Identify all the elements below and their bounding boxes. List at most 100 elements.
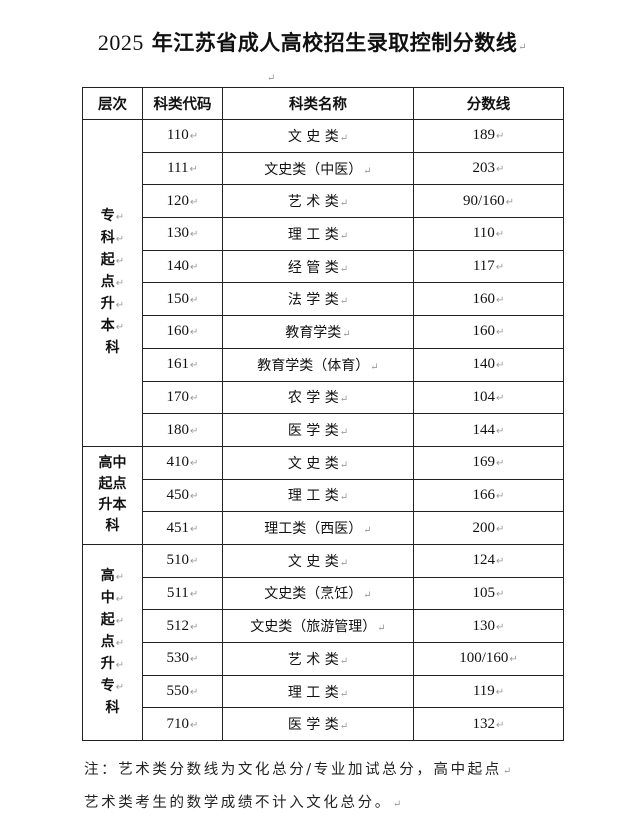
- table-row: 111 文史类（中医） 203: [83, 151, 564, 186]
- code-cell: 161: [167, 356, 199, 372]
- name-cell: 理工类（西医）: [264, 521, 371, 537]
- code-cell: 150: [167, 291, 199, 307]
- score-cell: 132: [473, 716, 505, 732]
- note-line-2: 艺术类考生的数学成绩不计入文化总分。: [84, 791, 404, 812]
- name-td: 文史类（旅游管理）: [222, 609, 414, 643]
- level-group-cell: 专科起点升本科: [82, 119, 143, 447]
- code-cell: 510: [167, 552, 199, 568]
- score-cell: 189: [473, 127, 505, 143]
- name-td: 医 学 类: [222, 707, 414, 742]
- score-cell: 100/160: [459, 650, 518, 666]
- score-cell: 200: [473, 520, 505, 536]
- score-td: 90/160: [413, 184, 564, 219]
- code-cell: 180: [167, 422, 199, 438]
- name-td: 教育学类: [222, 315, 414, 349]
- table-row: 710 医 学 类 132: [83, 707, 564, 742]
- name-td: 理工类（西医）: [222, 511, 414, 545]
- code-td: 450: [142, 478, 223, 513]
- score-td: 117: [413, 249, 564, 284]
- code-td: 140: [142, 249, 223, 284]
- code-td: 512: [142, 609, 223, 643]
- code-td: 451: [142, 511, 223, 545]
- name-td: 文史类（中医）: [222, 151, 414, 186]
- name-td: 农 学 类: [222, 380, 414, 415]
- code-td: 111: [142, 151, 223, 186]
- code-cell: 111: [167, 160, 198, 176]
- name-cell: 理 工 类: [288, 227, 348, 243]
- code-cell: 511: [167, 585, 198, 601]
- title-text: 年江苏省成人高校招生录取控制分数线: [151, 30, 518, 55]
- table-row: 530 艺 术 类 100/160: [83, 642, 564, 676]
- score-cell: 104: [473, 389, 505, 405]
- name-td: 艺 术 类: [222, 642, 414, 676]
- name-cell: 文史类（中医）: [264, 162, 371, 178]
- table-row: 130 理 工 类 110: [83, 217, 564, 251]
- code-td: 710: [142, 707, 223, 742]
- score-td: 130: [413, 609, 564, 643]
- code-cell: 130: [167, 225, 199, 241]
- score-td: 203: [413, 151, 564, 186]
- name-cell: 经 管 类: [288, 260, 348, 276]
- name-cell: 教育学类: [285, 325, 350, 341]
- name-td: 文 史 类: [222, 119, 414, 153]
- code-td: 180: [142, 413, 223, 447]
- name-cell: 农 学 类: [288, 390, 348, 406]
- paragraph-mark: [266, 66, 275, 85]
- score-td: 105: [413, 576, 564, 611]
- score-td: 166: [413, 478, 564, 513]
- code-td: 161: [142, 347, 223, 382]
- header-score: 分数线: [413, 87, 564, 120]
- code-td: 550: [142, 674, 223, 709]
- code-td: 110: [142, 119, 223, 153]
- name-td: 艺 术 类: [222, 184, 414, 219]
- header-level: 层次: [82, 87, 143, 120]
- table-row: 高中起点升专科 510 文 史 类 124: [82, 543, 564, 742]
- code-td: 150: [142, 282, 223, 317]
- code-td: 510: [142, 543, 223, 578]
- code-cell: 710: [167, 716, 199, 732]
- name-td: 教育学类（体育）: [222, 347, 414, 382]
- table-row: 170 农 学 类 104: [83, 380, 564, 415]
- table-row: 512 文史类（旅游管理） 130: [83, 609, 564, 643]
- score-cell: 124: [473, 552, 505, 568]
- header-name: 科类名称: [222, 87, 414, 120]
- name-cell: 教育学类（体育）: [257, 358, 378, 374]
- score-cell: 117: [473, 258, 504, 274]
- score-td: 124: [413, 543, 564, 578]
- code-cell: 550: [167, 683, 199, 699]
- table-row: 专科起点升本科 110 文 史 类 189: [82, 119, 564, 447]
- table-header-row: 层次 科类代码 科类名称 分数线: [82, 87, 564, 120]
- score-cell: 160: [473, 291, 505, 307]
- score-td: 140: [413, 347, 564, 382]
- code-cell: 110: [167, 127, 198, 143]
- score-td: 189: [413, 119, 564, 153]
- score-cell: 90/160: [463, 193, 514, 209]
- name-cell: 理 工 类: [288, 488, 348, 504]
- score-td: 200: [413, 511, 564, 545]
- note-line-1: 注：艺术类分数线为文化总分/专业加试总分，高中起点: [84, 758, 514, 779]
- table-row: 150 法 学 类 160: [83, 282, 564, 317]
- name-td: 理 工 类: [222, 478, 414, 513]
- name-cell: 文 史 类: [288, 129, 348, 145]
- score-cell: 144: [473, 422, 505, 438]
- score-cell: 130: [473, 618, 505, 634]
- score-cell: 105: [473, 585, 505, 601]
- table-row: 511 文史类（烹饪） 105: [83, 576, 564, 611]
- score-td: 104: [413, 380, 564, 415]
- name-cell: 法 学 类: [288, 292, 348, 308]
- score-table: 层次 科类代码 科类名称 分数线 专科起点升本科 110 文 史 类 189 111 文史…: [82, 87, 564, 742]
- name-cell: 文史类（烹饪）: [264, 586, 371, 602]
- score-td: 119: [413, 674, 564, 709]
- code-cell: 410: [167, 454, 199, 470]
- table-row: 450 理 工 类 166: [83, 478, 564, 513]
- name-cell: 文史类（旅游管理）: [250, 619, 385, 635]
- code-td: 130: [142, 217, 223, 251]
- name-td: 医 学 类: [222, 413, 414, 447]
- name-cell: 艺 术 类: [288, 194, 348, 210]
- code-cell: 140: [167, 258, 199, 274]
- table-row: 451 理工类（西医） 200: [83, 511, 564, 545]
- table-row: 550 理 工 类 119: [83, 674, 564, 709]
- score-cell: 203: [473, 160, 505, 176]
- score-td: 160: [413, 315, 564, 349]
- level-group-cell: 高中 起点 升本科: [82, 445, 143, 545]
